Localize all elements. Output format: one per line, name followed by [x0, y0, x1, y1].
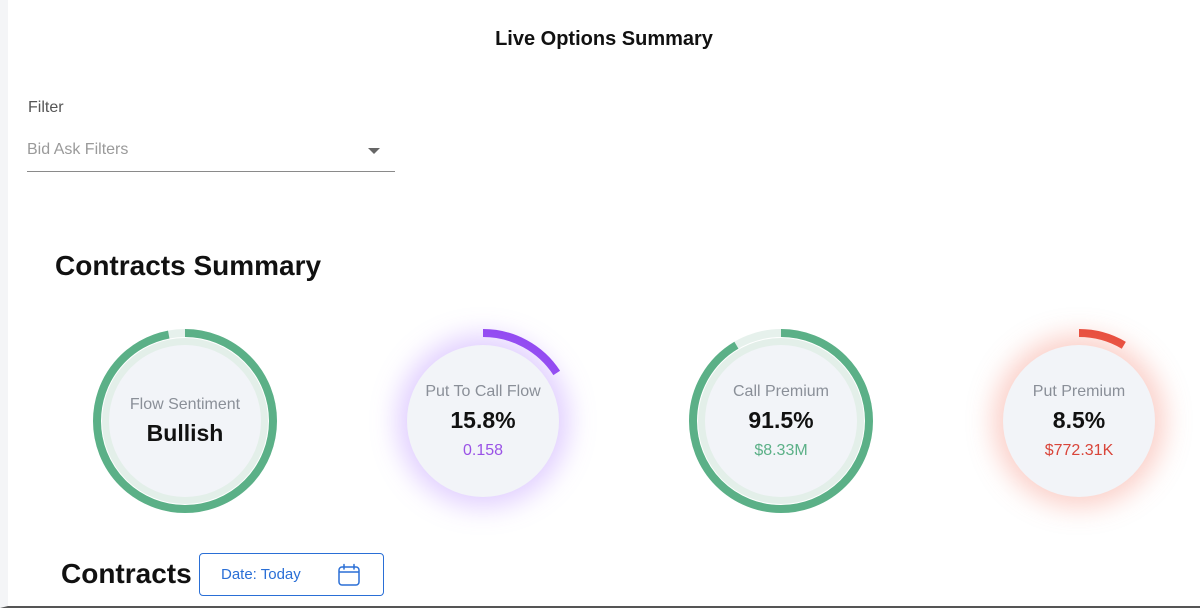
- gauge-label: Put To Call Flow: [425, 382, 541, 400]
- gauge-center: Put Premium 8.5% $772.31K: [1003, 345, 1155, 497]
- flow-sentiment-ring: [93, 329, 277, 513]
- gauge-label: Put Premium: [1032, 382, 1126, 400]
- gauge-value: 8.5%: [1052, 406, 1106, 433]
- calendar-icon: [338, 563, 360, 586]
- call-premium-gauge: Call Premium 91.5% $8.33M: [681, 321, 881, 521]
- filter-label: Filter: [28, 99, 64, 116]
- gauge-center: Call Premium 91.5% $8.33M: [705, 345, 857, 497]
- put-to-call-flow-gauge: Put To Call Flow 15.8% 0.158: [383, 321, 583, 521]
- call-premium-ring: [689, 329, 873, 513]
- put-premium-ring: [987, 329, 1171, 513]
- contracts-summary-title: Contracts Summary: [55, 250, 322, 281]
- gauge-sub-value: 0.158: [462, 441, 504, 459]
- page-title: Live Options Summary: [495, 28, 713, 50]
- put-to-call-flow-ring: [391, 329, 575, 513]
- gauge-value: 91.5%: [748, 406, 814, 433]
- date-filter-button[interactable]: Date: Today: [199, 553, 384, 596]
- gauge-value: 15.8%: [450, 406, 516, 433]
- gauge-label: Flow Sentiment: [129, 395, 241, 413]
- gauge-center: Put To Call Flow 15.8% 0.158: [407, 345, 559, 497]
- date-filter-label: Date: Today: [221, 566, 301, 583]
- gauge-value: Bullish: [146, 419, 224, 446]
- gauge-sub-value: $8.33M: [754, 441, 808, 459]
- contracts-title: Contracts: [61, 558, 192, 589]
- filter-select-placeholder: Bid Ask Filters: [27, 141, 129, 158]
- gauge-center: Flow Sentiment Bullish: [109, 345, 261, 497]
- flow-sentiment-gauge: Flow Sentiment Bullish: [85, 321, 285, 521]
- gauge-label: Call Premium: [732, 382, 829, 400]
- chevron-down-icon: [368, 148, 380, 154]
- gauge-sub-value: $772.31K: [1044, 441, 1114, 459]
- put-premium-gauge: Put Premium 8.5% $772.31K: [979, 321, 1179, 521]
- bid-ask-filter-select[interactable]: Bid Ask Filters: [27, 132, 395, 172]
